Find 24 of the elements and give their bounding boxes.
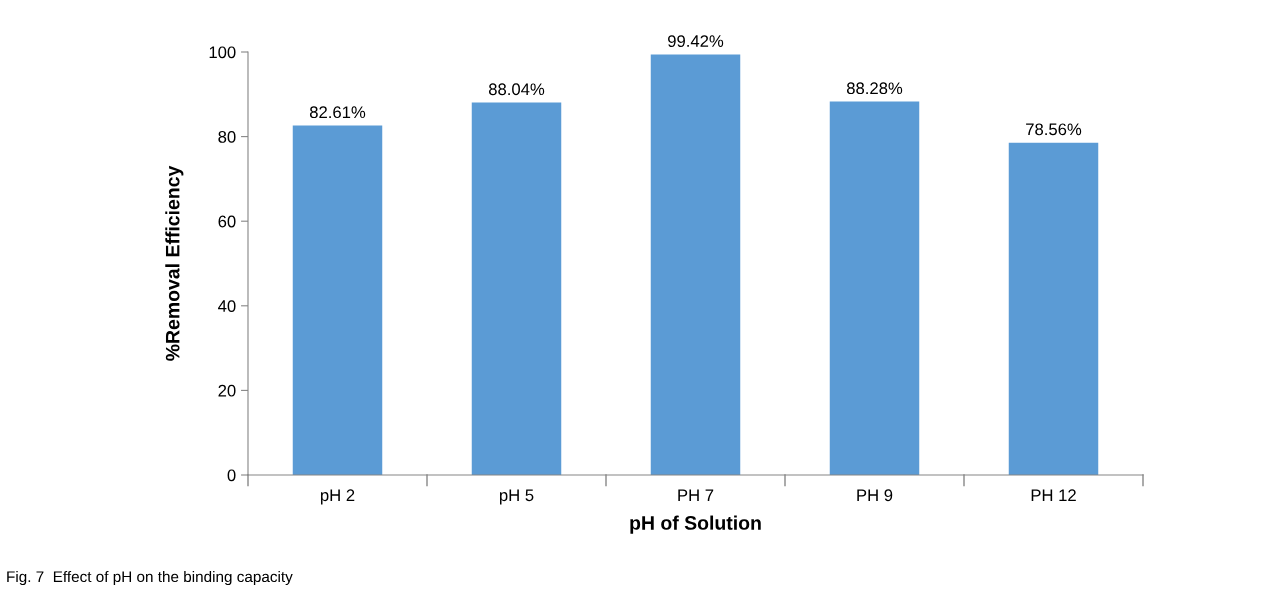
y-tick-label: 80 <box>218 131 236 143</box>
data-label: 82.61% <box>309 106 366 119</box>
y-tick-label: 20 <box>218 384 236 397</box>
x-tick-label: pH 2 <box>320 489 355 505</box>
y-axis-title: %Removal Efficiency <box>165 165 184 361</box>
data-label: 88.28% <box>846 82 903 95</box>
y-tick-label: 100 <box>209 46 236 59</box>
data-label: 78.56% <box>1026 123 1082 136</box>
data-label: 99.42% <box>668 35 724 47</box>
x-tick-label: PH 9 <box>857 489 893 502</box>
bar <box>1008 142 1099 475</box>
x-tick-label: pH 5 <box>499 489 534 505</box>
bar <box>471 102 562 475</box>
caption: Fig. 7 Effect of pH on the binding capacity <box>7 570 293 586</box>
x-tick-label: PH 12 <box>1031 489 1076 501</box>
x-tick-label: PH 7 <box>678 489 714 501</box>
y-tick-label: 0 <box>227 469 236 482</box>
bar <box>650 54 741 475</box>
bar <box>292 125 383 475</box>
x-axis-title: pH of Solution <box>630 515 761 534</box>
y-tick-label: 40 <box>218 300 236 312</box>
data-label: 88.04% <box>488 83 545 96</box>
bar <box>829 101 920 475</box>
y-tick-label: 60 <box>218 215 236 228</box>
